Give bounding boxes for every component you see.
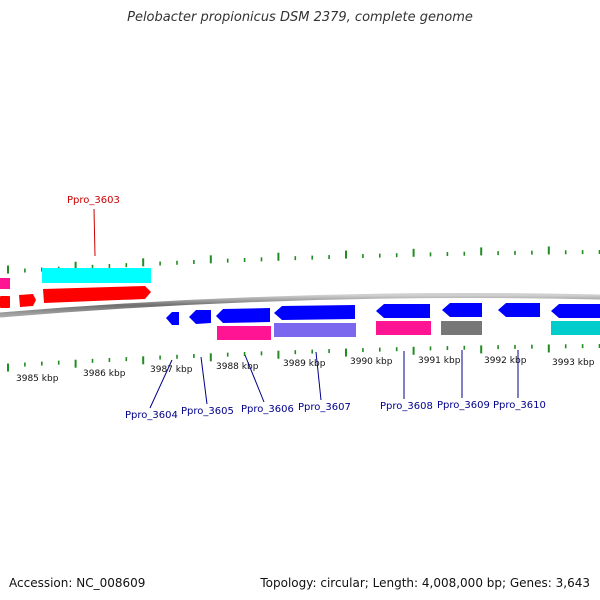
tick-label: 3987 kbp [150,365,193,375]
tick-label: 3993 kbp [552,358,595,368]
accession-text: Accession: NC_008609 [9,576,146,590]
gene-label[interactable]: Ppro_3608 [380,401,433,412]
feature-magenta-3608[interactable] [376,321,431,335]
gene-leader-line [149,359,173,409]
feature-cyan-top[interactable] [42,268,151,283]
cds-ppro-3604[interactable] [166,312,179,325]
gene-labels: Ppro_3603 Ppro_3604 Ppro_3605 Ppro_3606 Ppro… [67,195,546,421]
gene-label[interactable]: Ppro_3606 [241,404,294,415]
gene-label[interactable]: Ppro_3604 [125,410,178,421]
cds-right-edge-blue[interactable] [551,304,600,318]
gene-label[interactable]: Ppro_3605 [181,406,234,417]
cds-ppro-3610[interactable] [498,303,540,317]
map-title: Pelobacter propionicus DSM 2379, complet… [127,10,473,25]
tick-label: 3991 kbp [418,356,461,366]
feature-magenta-3606[interactable] [217,326,271,340]
tick-label: 3988 kbp [216,362,259,372]
gene-label[interactable]: Ppro_3607 [298,402,351,413]
gene-leader-line [315,351,322,401]
forward-strand-features [0,286,151,308]
tick-label: 3986 kbp [83,369,126,379]
cds-left-edge-red[interactable] [0,296,10,308]
tick-label: 3992 kbp [484,356,527,366]
cds-ppro-3608[interactable] [376,304,430,318]
cds-ppro-3603[interactable] [43,286,151,303]
tick-label: 3990 kbp [350,357,393,367]
cds-ppro-3605[interactable] [189,310,211,324]
feature-magenta-left-edge[interactable] [0,278,10,289]
gene-leader-line [244,354,265,403]
cds-ppro-3609[interactable] [442,303,482,317]
gene-leader-line [93,208,96,257]
tick-label: 3985 kbp [16,374,59,384]
cds-ppro-3606[interactable] [216,308,270,323]
genome-summary-text: Topology: circular; Length: 4,008,000 bp… [260,576,590,590]
genome-backbone [0,292,600,318]
gene-label[interactable]: Ppro_3603 [67,195,120,206]
feature-gray-3609[interactable] [441,321,482,335]
tick-labels: 3985 kbp 3986 kbp 3987 kbp 3988 kbp 3989 kbp… [16,356,595,384]
gene-leader-line [200,356,208,405]
gene-label[interactable]: Ppro_3610 [493,400,546,411]
reverse-strand-features [166,303,600,325]
cds-ppro-3607[interactable] [274,305,355,320]
cds-red-small[interactable] [19,294,36,307]
gene-label[interactable]: Ppro_3609 [437,400,490,411]
tick-label: 3989 kbp [283,359,326,369]
feature-teal-right[interactable] [551,321,600,335]
feature-purple-3607[interactable] [274,323,356,337]
